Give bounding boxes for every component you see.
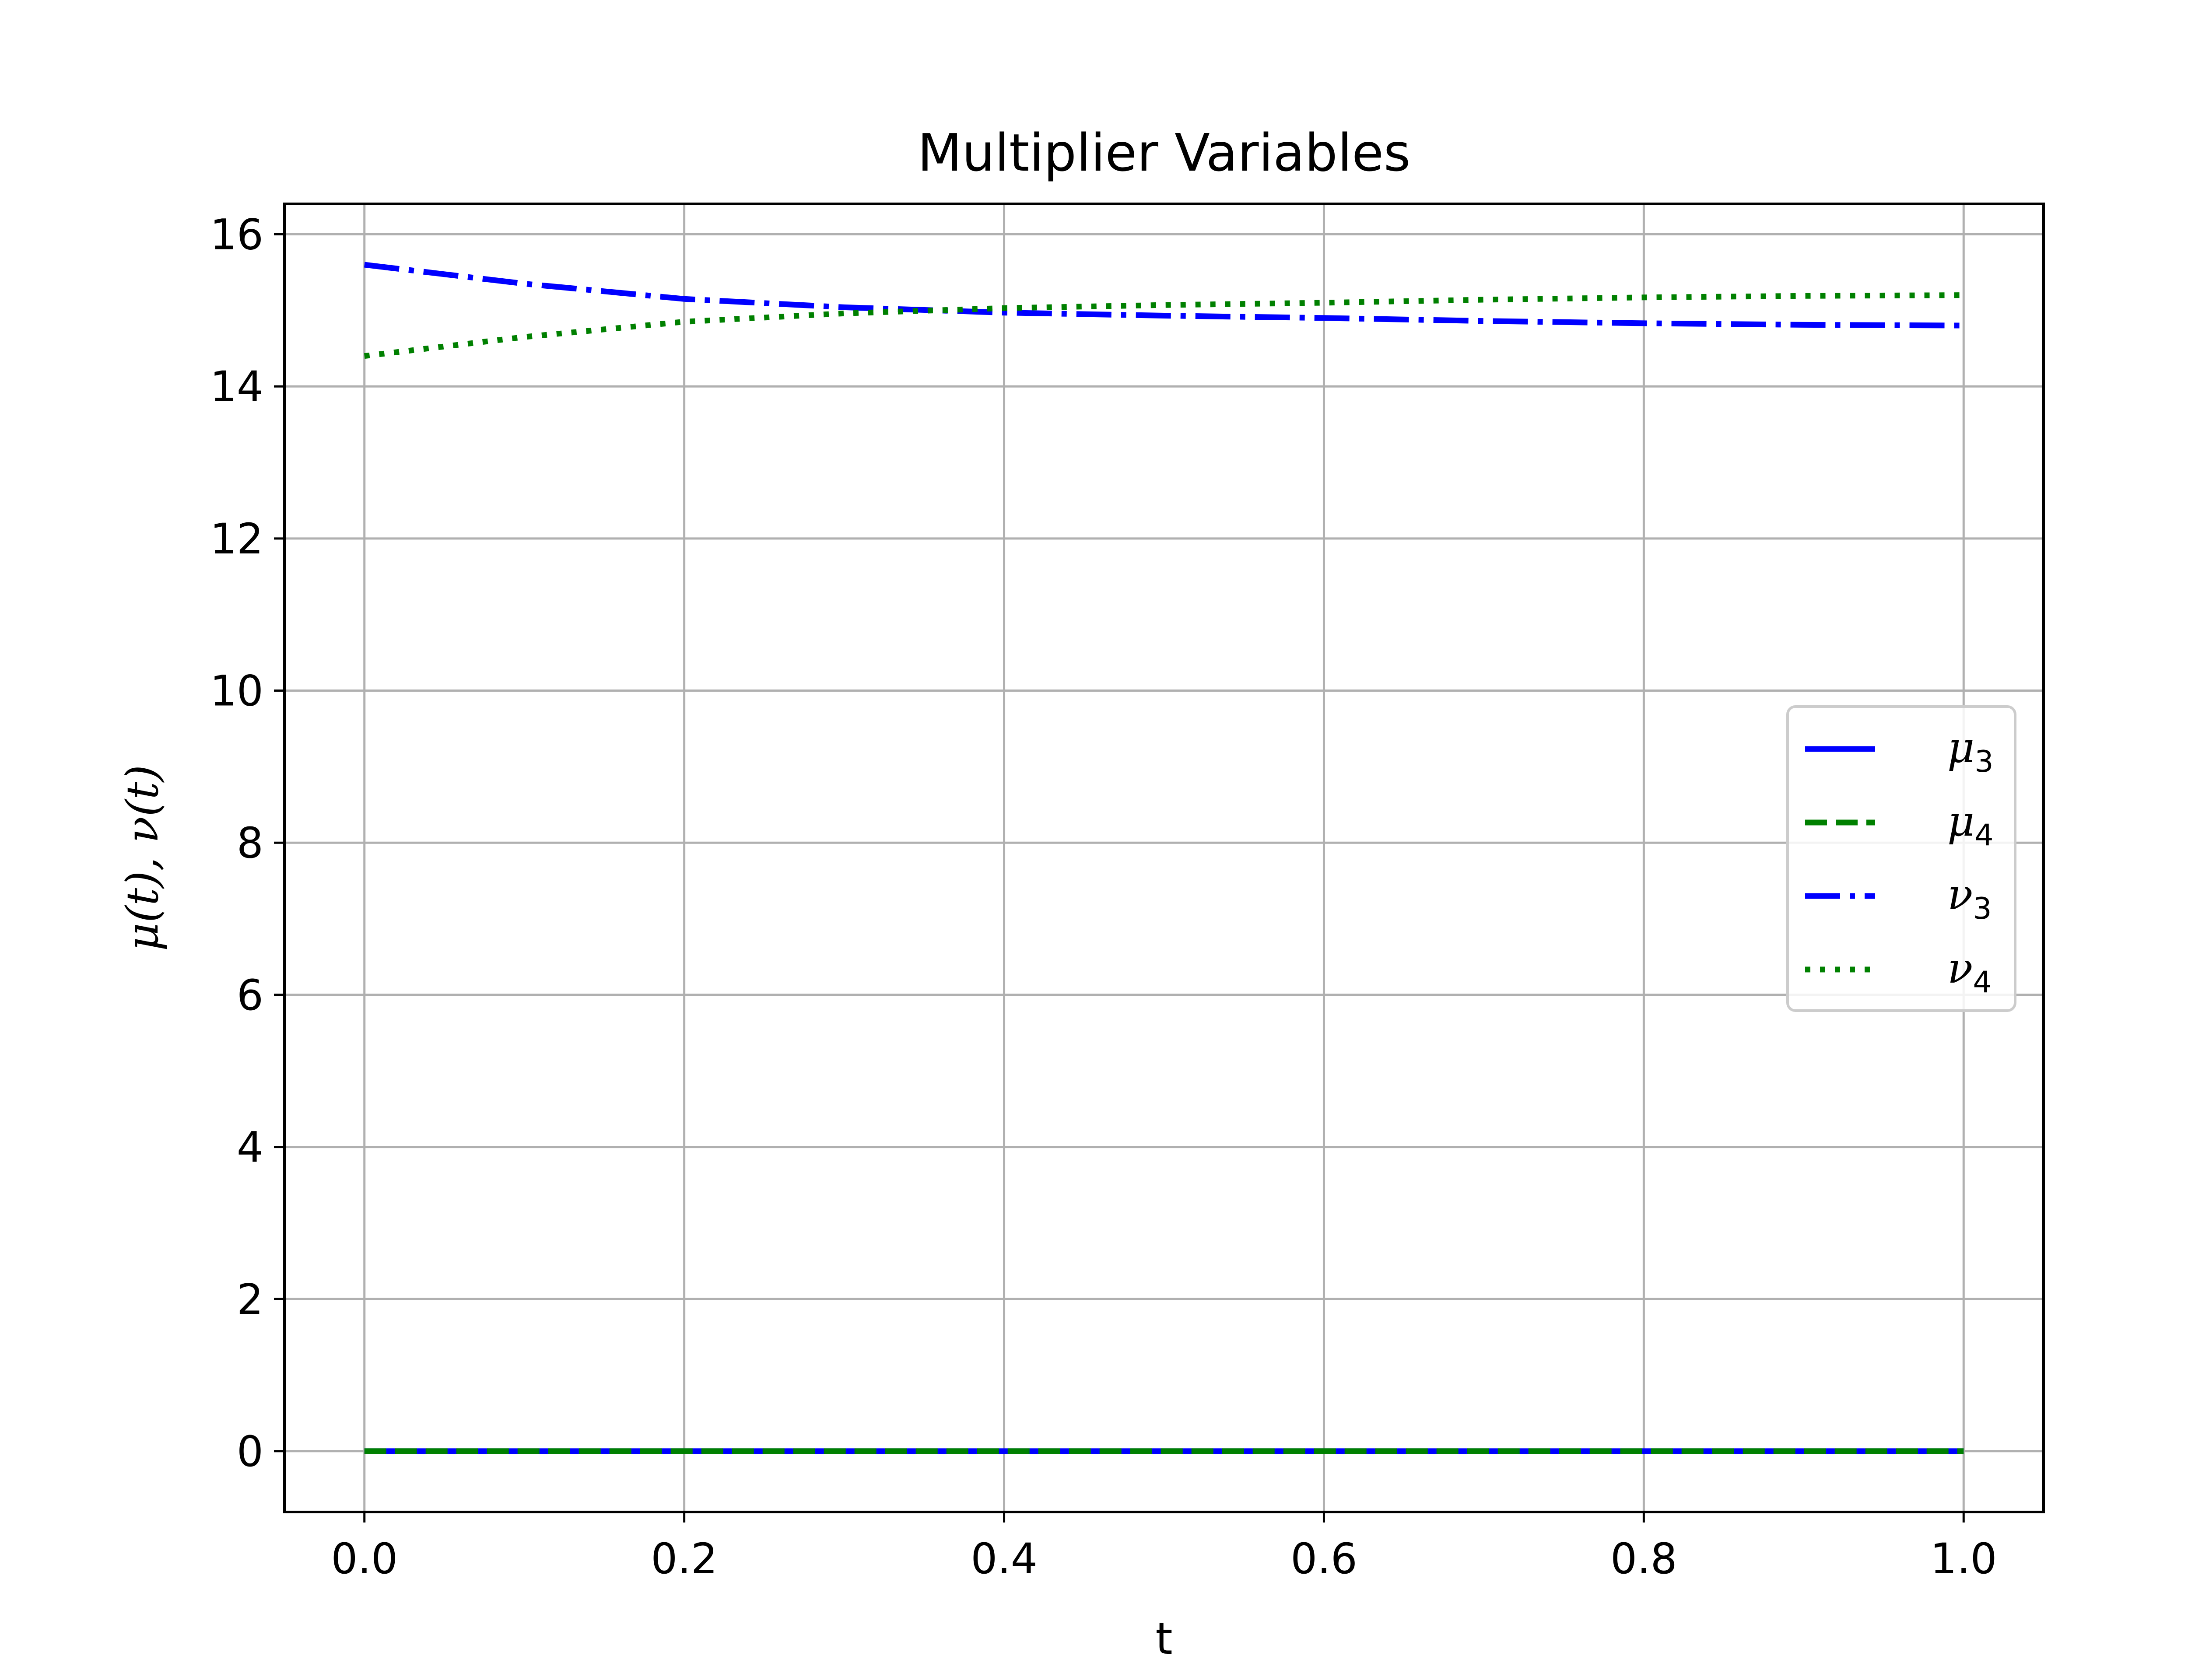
x-tick-label: 0.8	[1610, 1534, 1677, 1583]
series-line-ν3	[364, 262, 1964, 329]
y-axis-ticks: 0 2 4 6 8 10 12 14 16	[210, 210, 284, 1476]
grid	[284, 204, 2044, 1512]
x-axis-ticks: 0.0 0.2 0.4 0.6 0.8 1.0	[331, 1512, 1997, 1583]
x-tick-label: 0.2	[651, 1534, 718, 1583]
series-line-ν4	[364, 292, 1964, 359]
plot-frame	[283, 203, 2045, 1513]
y-tick-label: 4	[237, 1123, 263, 1172]
x-axis-label: t	[1155, 1613, 1172, 1664]
y-tick-label: 0	[237, 1427, 263, 1476]
series-layer	[364, 262, 1964, 1454]
legend-label-μ3: μ3	[1947, 723, 1994, 779]
x-tick-label: 0.6	[1290, 1534, 1357, 1583]
y-tick-label: 14	[210, 362, 263, 411]
x-tick-label: 1.0	[1930, 1534, 1997, 1583]
legend: μ3 μ4 ν3 ν4	[1786, 705, 2016, 1012]
chart-title: Multiplier Variables	[918, 122, 1411, 183]
y-tick-label: 16	[210, 210, 263, 259]
y-tick-label: 2	[237, 1275, 263, 1324]
legend-label-ν3: ν3	[1947, 870, 1992, 926]
y-tick-label: 6	[237, 971, 263, 1020]
x-tick-label: 0.4	[971, 1534, 1038, 1583]
y-tick-label: 12	[210, 514, 263, 564]
y-axis-label: μ(t), ν(t)	[117, 765, 168, 951]
legend-label-ν4: ν4	[1947, 944, 1992, 1000]
legend-box	[1786, 705, 2016, 1012]
x-tick-label: 0.0	[331, 1534, 398, 1583]
legend-label-μ4: μ4	[1947, 797, 1994, 853]
y-tick-label: 10	[210, 667, 263, 716]
y-tick-label: 8	[237, 819, 263, 868]
